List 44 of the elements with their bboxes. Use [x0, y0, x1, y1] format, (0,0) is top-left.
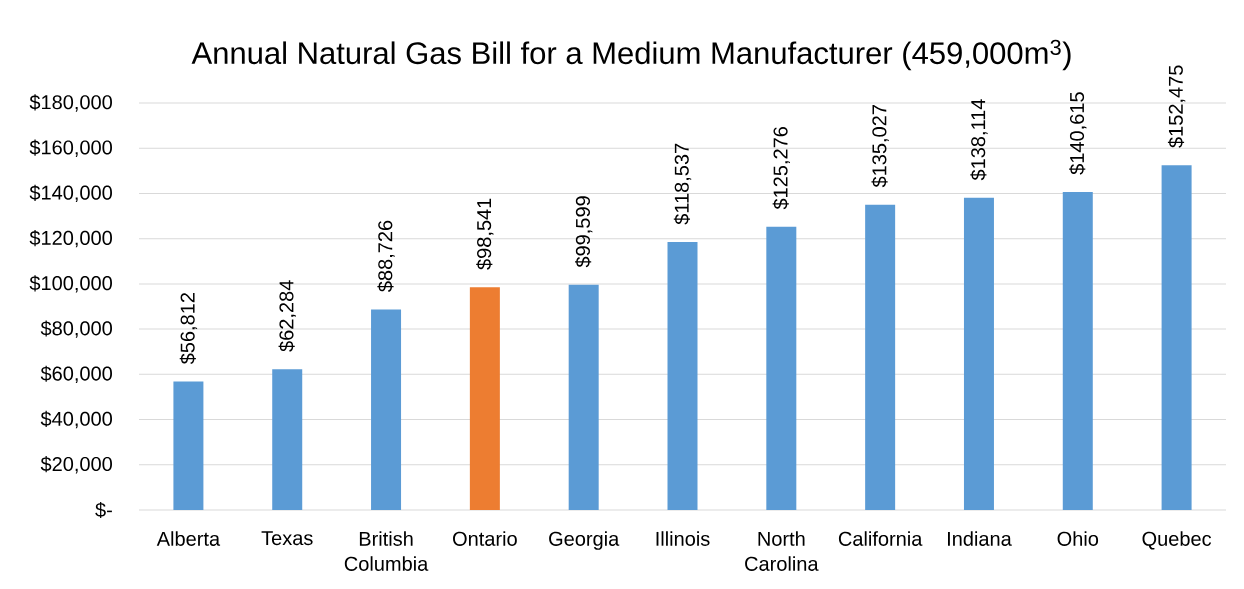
data-label: $125,276: [772, 127, 790, 210]
data-label: $88,726: [377, 220, 395, 292]
x-tick-label: Georgia: [549, 531, 620, 550]
y-tick-label: $60,000: [40, 365, 112, 384]
x-tick-label: California: [838, 531, 923, 546]
y-tick-label: $180,000: [29, 94, 112, 112]
chart-title: Annual Natural Gas Bill for a Medium Manufacturer (459,000m$^{3}$): [191, 39, 1071, 71]
bar: [469, 287, 500, 510]
x-tick-label: Quebec: [1142, 531, 1212, 550]
x-tick-label: Ohio: [1057, 531, 1099, 546]
data-label: $56,812: [179, 293, 198, 365]
bar: [272, 369, 303, 510]
bar: [1161, 165, 1192, 510]
data-label: $118,537: [673, 143, 692, 225]
x-tick-label: Illinois: [656, 531, 710, 546]
data-label: $135,027: [871, 105, 889, 188]
data-label: $152,475: [1167, 65, 1186, 148]
bar: [568, 284, 599, 510]
x-tick-label: Indiana: [948, 531, 1012, 546]
bar: [667, 241, 698, 510]
x-tick-label: North Carolina: [745, 531, 819, 571]
data-label: $138,114: [970, 99, 988, 181]
bar: [1062, 192, 1093, 510]
bar: [865, 204, 896, 510]
y-tick-label: $100,000: [29, 275, 112, 293]
y-tick-label: $80,000: [40, 320, 112, 338]
x-tick-label: Ontario: [453, 531, 517, 546]
data-label: $98,541: [476, 198, 494, 270]
x-tick-label: Texas: [261, 531, 313, 546]
bar: [173, 381, 204, 510]
data-label: $62,284: [278, 280, 296, 352]
y-tick-label: $40,000: [40, 410, 112, 429]
x-tick-label: British Columbia: [344, 531, 429, 571]
y-tick-label: $160,000: [29, 139, 112, 157]
bar: [766, 226, 797, 510]
bar: [371, 309, 402, 510]
y-tick-label: $120,000: [29, 229, 112, 248]
y-tick-label: $-: [95, 501, 112, 519]
bar: [963, 197, 994, 510]
y-tick-label: $20,000: [40, 456, 112, 474]
data-label: $140,615: [1069, 92, 1087, 175]
x-tick-label: Alberta: [156, 531, 221, 546]
data-label: $99,599: [575, 196, 593, 268]
y-tick-label: $140,000: [29, 184, 112, 203]
